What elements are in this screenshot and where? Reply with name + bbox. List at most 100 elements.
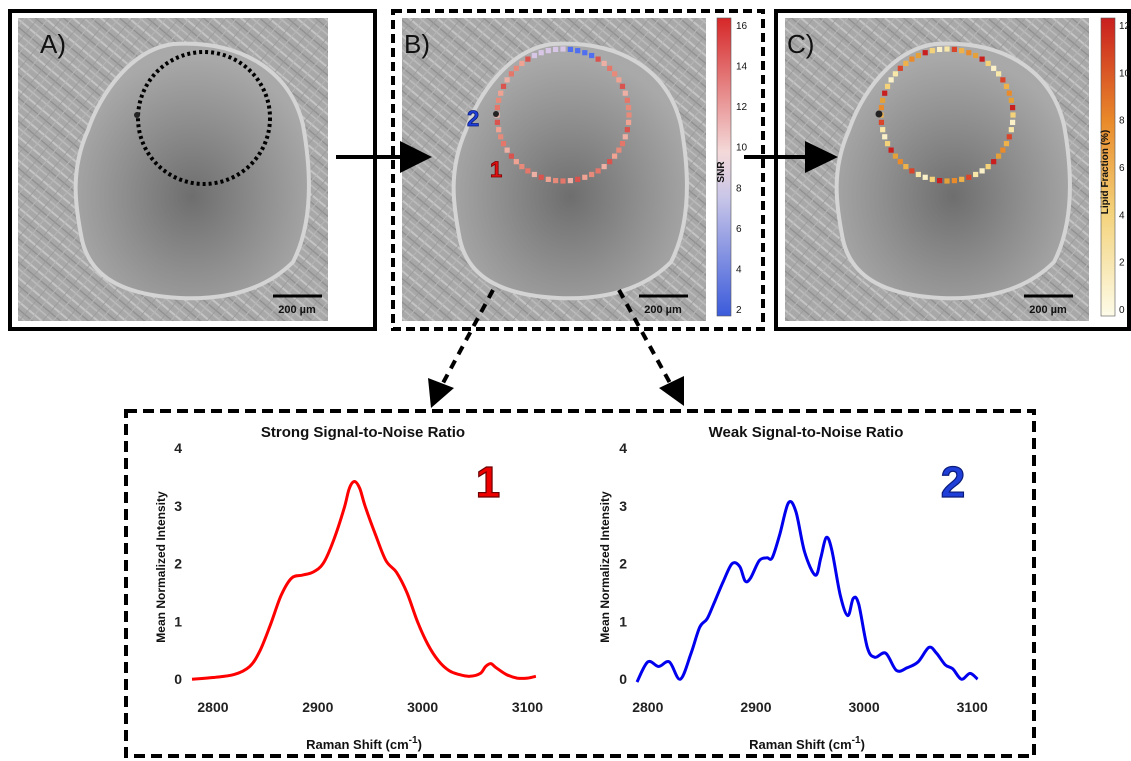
panel-b-ring-pixel: [513, 159, 519, 165]
panel-c-ring-pixel: [1009, 105, 1016, 111]
snr-colorbar-tick-label: 10: [736, 143, 748, 154]
chart-weak-xtick: 2800: [632, 699, 663, 715]
chart-weak-xtick: 3000: [848, 699, 879, 715]
snr-colorbar-ticks: 16 14 12 10 8 6 4 2: [736, 21, 748, 316]
panel-c-ring-pixel: [888, 77, 894, 83]
panel-b-ring-pixel: [519, 60, 525, 66]
panel-c-ring-pixel: [979, 168, 985, 174]
panel-b-ring-pixel: [508, 71, 514, 77]
chart-strong-xtick: 3000: [407, 699, 438, 715]
panel-c-ring-pixel: [1006, 90, 1012, 96]
panel-c-ring-pixel: [1000, 147, 1006, 153]
chart-weak-ytick: 3: [619, 498, 627, 514]
chart-strong: Strong Signal-to-Noise Ratio 1 Mean Norm…: [154, 424, 543, 752]
panel-c-ring-pixel: [1003, 83, 1010, 89]
chart-weak-annotation: 2: [941, 458, 965, 507]
panel-b-ring-pixel: [496, 127, 502, 133]
panel-c-ring-pixel: [996, 153, 1002, 159]
panel-c-ring-pixel: [991, 159, 997, 165]
panel-c-ring-pixel: [929, 48, 935, 54]
panel-c-ring-pixel: [878, 105, 885, 111]
snr-colorbar-tick-label: 8: [736, 183, 742, 194]
panel-b-letter: B): [404, 29, 430, 59]
panel-c-ring-pixel: [882, 134, 888, 140]
lipid-colorbar-tick-label: 6: [1119, 163, 1125, 174]
panel-c-dark-spot: [875, 110, 883, 118]
chart-weak-ytick: 0: [619, 671, 627, 687]
panel-b-ring-pixel: [498, 90, 504, 96]
chart-weak-ytick: 4: [619, 440, 627, 456]
panel-b: 2 1 200 µm B) 16 14 12 10 8 6 4 2 SNR: [391, 9, 765, 331]
panel-c-border: [774, 9, 1131, 331]
panel-b-ring-pixel: [560, 46, 566, 52]
panel-c: 200 µm C) 12 10 8 6 4 2 0 Lipid Fraction (%): [774, 9, 1131, 331]
chart-weak-ylabel: Mean Normalized Intensity: [598, 491, 612, 643]
panel-c-ring-pixel: [884, 83, 891, 89]
panel-c-ring-pixel: [959, 48, 965, 54]
lipid-colorbar-tick-label: 4: [1119, 210, 1125, 221]
panel-a-droplet: [73, 41, 311, 301]
panel-c-ring-pixel: [897, 65, 903, 71]
panel-b-ring-pixel: [601, 164, 607, 170]
snr-colorbar-tick-label: 4: [736, 264, 742, 275]
panel-a-sampling-ring: [136, 50, 272, 186]
panel-c-ring-pixel: [991, 65, 997, 71]
panel-b-ring-pixel: [504, 77, 510, 83]
chart-weak-series-line: [635, 500, 979, 683]
panel-c-ring-pixel: [1010, 112, 1016, 118]
panel-b-ring-pixel: [498, 134, 504, 140]
chart-strong-ytick: 0: [174, 671, 182, 687]
panel-b-ring-pixel: [553, 46, 559, 53]
panel-b-ring-pixel: [531, 52, 537, 59]
panel-c-lipid-ring: [878, 46, 1016, 184]
panel-b-ring-pixel: [626, 112, 632, 118]
panel-c-ring-pixel: [951, 46, 957, 53]
panel-c-ring-pixel: [915, 171, 921, 178]
snr-colorbar-tick-label: 14: [736, 62, 748, 73]
panel-c-ring-pixel: [909, 56, 915, 62]
panel-c-ring-pixel: [979, 56, 985, 62]
panel-c-ring-pixel: [1006, 134, 1012, 140]
panel-b-ring-pixel: [575, 48, 581, 54]
chart-strong-ytick: 3: [174, 498, 182, 514]
panel-b-ring-pixel: [624, 127, 630, 133]
panel-b-ring-pixel: [519, 164, 525, 170]
panel-c-ring-pixel: [951, 177, 957, 184]
chart-weak: Weak Signal-to-Noise Ratio 2 Mean Normal…: [598, 424, 988, 752]
panel-c-ring-pixel: [882, 90, 888, 96]
lipid-colorbar-tick-label: 2: [1119, 258, 1125, 269]
panel-c-ring-pixel: [1009, 119, 1016, 125]
panel-b-ring-pixel: [553, 177, 559, 184]
chart-weak-ytick: 1: [619, 613, 627, 629]
panel-b-ring-pixel: [622, 90, 628, 96]
panel-b-ring-pixel: [494, 105, 501, 111]
panel-b-dark-spot: [493, 111, 499, 117]
panel-b-ring-pixel: [582, 174, 588, 180]
snr-colorbar: [716, 17, 732, 317]
spectra-box: [124, 409, 1036, 758]
chart-weak-ytick: 2: [619, 556, 627, 572]
panel-a: 200 µm A): [8, 9, 377, 331]
panel-c-ring-pixel: [985, 164, 991, 170]
chart-weak-xtick: 3100: [957, 699, 988, 715]
panel-c-ring-pixel: [966, 174, 972, 180]
chart-weak-title: Weak Signal-to-Noise Ratio: [709, 424, 904, 441]
panel-c-ring-pixel: [973, 52, 979, 59]
arrow-b-to-c-head: [805, 141, 838, 173]
panel-b-ring-pixel: [622, 134, 628, 140]
panel-c-ring-pixel: [915, 52, 921, 59]
chart-strong-xtick: 2900: [302, 699, 333, 715]
panel-b-ring-pixel: [589, 171, 595, 178]
panel-c-ring-pixel: [944, 46, 950, 52]
panel-c-ring-pixel: [985, 60, 991, 66]
panel-a-border: [8, 9, 377, 331]
panel-c-ring-pixel: [1008, 97, 1014, 103]
lipid-colorbar-tick-label: 8: [1119, 116, 1125, 127]
arrow-a-to-b-head: [400, 141, 432, 173]
panel-b-ring-pixel: [619, 141, 626, 147]
panel-c-ring-pixel: [937, 46, 943, 53]
panel-b-ring-pixel: [575, 176, 581, 182]
arrow-b-to-strong-head: [428, 378, 454, 408]
panel-c-ring-pixel: [884, 141, 891, 147]
panel-b-ring-pixel: [607, 65, 613, 71]
